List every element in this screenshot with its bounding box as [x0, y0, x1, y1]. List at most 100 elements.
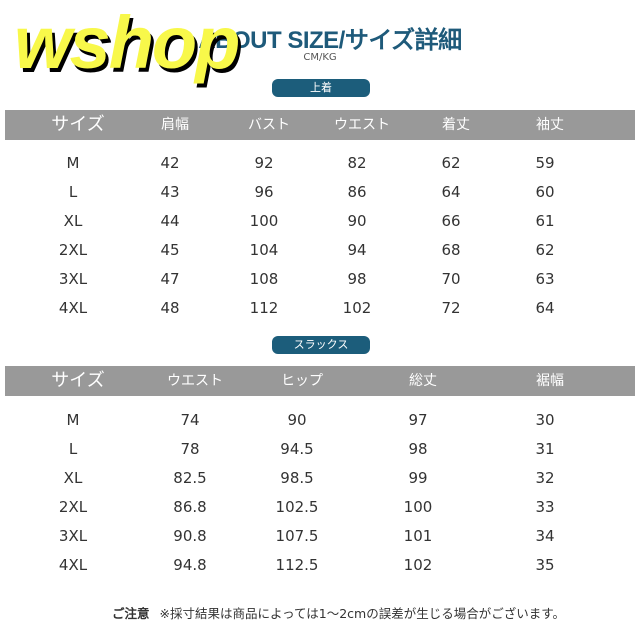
table-cell: 64 — [441, 183, 461, 201]
table-cell: 100 — [403, 498, 433, 516]
table-row: 4XL 94.8 112.5 102 35 — [0, 551, 640, 580]
table-cell: 82.5 — [173, 469, 207, 487]
column-header: 肩幅 — [161, 117, 189, 133]
table-row: XL 44 100 90 66 61 — [0, 207, 640, 236]
table-cell: 108 — [249, 270, 279, 288]
table-cell: 86 — [347, 183, 367, 201]
table-cell: 102 — [403, 556, 433, 574]
table-row: 3XL 90.8 107.5 101 34 — [0, 522, 640, 551]
table-cell: 33 — [535, 498, 555, 516]
table-cell: 35 — [535, 556, 555, 574]
column-header: サイズ — [51, 370, 105, 391]
unit-label: CM/KG — [303, 52, 337, 63]
tops-header: サイズ 肩幅 バスト ウエスト 着丈 袖丈 — [5, 110, 635, 140]
table-cell: 98 — [408, 440, 428, 458]
note-text: ※採寸結果は商品によっては1～2cmの誤差が生じる場合がございます。 — [159, 606, 565, 621]
table-cell: 4XL — [58, 556, 88, 574]
table-cell: 44 — [160, 212, 180, 230]
table-cell: 82 — [347, 154, 367, 172]
table-cell: 86.8 — [173, 498, 207, 516]
table-cell: L — [68, 183, 78, 201]
table-cell: 63 — [535, 270, 555, 288]
table-cell: 98 — [347, 270, 367, 288]
column-header: 総丈 — [409, 373, 437, 389]
table-cell: L — [68, 440, 78, 458]
table-cell: 2XL — [58, 498, 88, 516]
table-cell: 59 — [535, 154, 555, 172]
table-cell: XL — [63, 212, 83, 230]
column-header: サイズ — [51, 114, 105, 135]
table-cell: 99 — [408, 469, 428, 487]
table-cell: 72 — [441, 299, 461, 317]
slacks-section-label: スラックス — [272, 336, 370, 354]
slacks-header: サイズ ウエスト ヒップ 総丈 裾幅 — [5, 366, 635, 396]
table-cell: 34 — [535, 527, 555, 545]
note-label: ご注意 — [112, 606, 150, 621]
note: ご注意 ※採寸結果は商品によっては1～2cmの誤差が生じる場合がございます。 — [112, 603, 565, 622]
table-cell: 98.5 — [280, 469, 314, 487]
table-cell: M — [66, 154, 80, 172]
table-cell: 70 — [441, 270, 461, 288]
page-title: ABOUT SIZE/サイズ詳細 — [198, 27, 462, 54]
table-cell: 112.5 — [275, 556, 319, 574]
table-row: XL 82.5 98.5 99 32 — [0, 464, 640, 493]
table-cell: 94.8 — [173, 556, 207, 574]
table-cell: 62 — [535, 241, 555, 259]
table-cell: 43 — [160, 183, 180, 201]
table-cell: 74 — [180, 411, 200, 429]
table-cell: 61 — [535, 212, 555, 230]
table-cell: 92 — [254, 154, 274, 172]
table-cell: 102.5 — [275, 498, 319, 516]
table-row: L 78 94.5 98 31 — [0, 435, 640, 464]
table-cell: M — [66, 411, 80, 429]
table-row: M 74 90 97 30 — [0, 406, 640, 435]
table-row: 3XL 47 108 98 70 63 — [0, 265, 640, 294]
table-cell: 47 — [160, 270, 180, 288]
table-cell: 42 — [160, 154, 180, 172]
table-cell: 90 — [287, 411, 307, 429]
column-header: ウエスト — [334, 117, 390, 133]
table-cell: 101 — [403, 527, 433, 545]
table-row: 2XL 45 104 94 68 62 — [0, 236, 640, 265]
table-cell: 112 — [249, 299, 279, 317]
table-cell: 107.5 — [275, 527, 319, 545]
table-cell: 94.5 — [280, 440, 314, 458]
table-cell: 100 — [249, 212, 279, 230]
table-row: 2XL 86.8 102.5 100 33 — [0, 493, 640, 522]
table-cell: 104 — [249, 241, 279, 259]
column-header: 着丈 — [442, 117, 470, 133]
table-cell: 90 — [347, 212, 367, 230]
table-cell: 60 — [535, 183, 555, 201]
column-header: 袖丈 — [536, 117, 564, 133]
table-cell: XL — [63, 469, 83, 487]
column-header: ヒップ — [281, 373, 323, 389]
table-cell: 32 — [535, 469, 555, 487]
table-row: 4XL 48 112 102 72 64 — [0, 294, 640, 323]
table-cell: 3XL — [58, 270, 88, 288]
tops-section-label: 上着 — [272, 79, 370, 97]
column-header: 裾幅 — [536, 373, 564, 389]
table-cell: 30 — [535, 411, 555, 429]
table-cell: 96 — [254, 183, 274, 201]
table-row: L 43 96 86 64 60 — [0, 178, 640, 207]
table-cell: 90.8 — [173, 527, 207, 545]
table-cell: 31 — [535, 440, 555, 458]
table-cell: 97 — [408, 411, 428, 429]
table-row: M 42 92 82 62 59 — [0, 149, 640, 178]
table-cell: 102 — [342, 299, 372, 317]
table-cell: 45 — [160, 241, 180, 259]
column-header: ウエスト — [167, 373, 223, 389]
table-cell: 2XL — [58, 241, 88, 259]
table-cell: 48 — [160, 299, 180, 317]
shop-logo: wshop — [14, 1, 240, 84]
table-cell: 78 — [180, 440, 200, 458]
table-cell: 62 — [441, 154, 461, 172]
table-cell: 3XL — [58, 527, 88, 545]
table-cell: 4XL — [58, 299, 88, 317]
table-cell: 64 — [535, 299, 555, 317]
column-header: バスト — [248, 117, 290, 133]
table-cell: 66 — [441, 212, 461, 230]
table-cell: 68 — [441, 241, 461, 259]
table-cell: 94 — [347, 241, 367, 259]
